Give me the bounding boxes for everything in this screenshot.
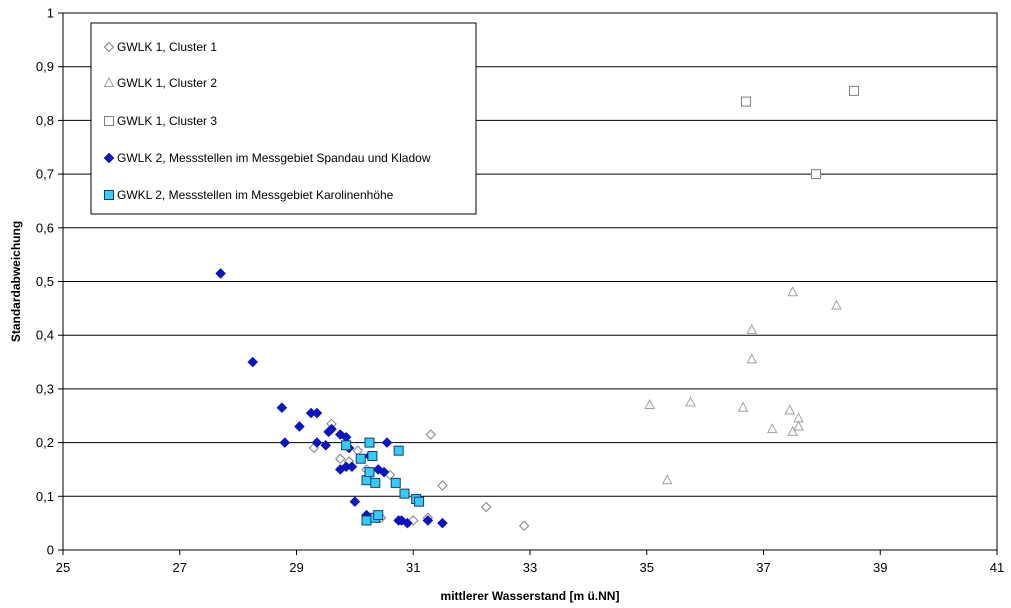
axis-ticks: 0 0,1 0,2 0,3 0,4 0,5 0,6 0,7 0,8 0,9 1 25 27 29 31 33 3… [36,6,1004,576]
data-point [373,510,384,521]
data-point [793,420,804,431]
data-point [390,477,401,488]
x-tick-label: 25 [56,560,70,575]
legend-label: GWLK 1, Cluster 2 [117,76,217,90]
data-point [685,396,696,407]
data-point [346,461,358,473]
legend-marker [104,116,114,126]
legend-marker [104,190,114,200]
data-point [414,496,425,507]
series-4 [215,268,448,529]
data-point [294,421,305,432]
y-tick-label: 0 [47,543,54,558]
data-point [355,453,366,464]
data-point [746,353,758,364]
y-tick-label: 0,5 [36,274,54,289]
data-point [341,440,352,451]
legend-item: GWKL 2, Messstellen im Messgebiet Karoli… [104,188,394,202]
legend-box [90,22,477,215]
y-tick-label: 0,7 [36,167,54,182]
legend-item: GWLK 1, Cluster 2 [103,76,217,90]
x-tick-label: 35 [640,560,654,575]
data-point [746,323,758,334]
y-tick-label: 1 [47,6,54,21]
data-point [320,439,332,451]
data-point [787,425,799,436]
series-2 [644,286,842,485]
data-point [422,515,434,526]
series-5 [341,437,425,526]
data-point [367,451,378,462]
data-point [349,496,361,508]
data-point [364,467,375,478]
y-tick-label: 0,9 [36,59,54,74]
data-point [276,402,288,414]
y-tick-label: 0,3 [36,381,54,396]
x-tick-label: 31 [406,560,420,575]
series-3 [740,85,859,180]
legend-marker [103,76,115,87]
data-points [215,85,859,532]
data-point [326,423,337,435]
data-point [393,445,404,456]
data-point [335,453,346,464]
y-tick-label: 0,1 [36,489,54,504]
x-tick-label: 39 [873,560,887,575]
data-point [370,477,381,488]
legend-item: GWLK 1, Cluster 3 [104,114,217,128]
data-point [784,404,796,415]
x-tick-label: 41 [990,560,1004,575]
data-point [437,480,448,491]
legend-label: GWKL 2, Messstellen im Messgebiet Karoli… [117,188,394,202]
data-point [766,423,778,434]
data-point [247,356,259,368]
data-point [740,96,751,107]
data-point [848,85,859,96]
legend-marker [103,152,115,164]
legend-label: GWLK 1, Cluster 1 [117,40,217,54]
legend-item: GWLK 2, Messstellen im Messgebiet Spanda… [103,151,431,165]
y-tick-label: 0,8 [36,113,54,128]
data-point [402,517,413,529]
y-tick-label: 0,4 [36,328,54,343]
data-point [644,398,655,410]
data-point [437,517,448,529]
data-point [215,268,226,279]
data-point [831,299,842,310]
x-tick-label: 29 [289,560,303,575]
y-tick-label: 0,6 [36,220,54,235]
legend-item: GWLK 1, Cluster 1 [103,40,217,54]
data-point [518,520,530,532]
data-point [364,437,375,448]
y-tick-label: 0,2 [36,435,54,450]
x-tick-label: 27 [173,560,187,575]
y-axis-title: Standardabweichung [9,221,23,342]
data-point [279,437,291,448]
data-point [378,466,390,478]
x-axis-title: mittlerer Wasserstand [m ü.NN] [441,589,620,603]
data-point [787,286,799,297]
data-point [311,407,323,419]
legend-label: GWLK 2, Messstellen im Messgebiet Spanda… [117,151,431,165]
legend-label: GWLK 1, Cluster 3 [117,114,217,128]
data-point [425,429,436,440]
data-point [737,401,749,412]
data-point [311,437,323,448]
x-tick-label: 37 [756,560,770,575]
legend: GWLK 1, Cluster 1 GWLK 1, Cluster 2 GWLK 1… [90,22,477,215]
data-point [481,501,492,513]
x-tick-label: 33 [523,560,537,575]
data-point [661,474,673,485]
data-point [381,437,393,448]
data-point [361,515,372,526]
data-point [811,169,822,180]
data-point [399,488,410,499]
legend-marker [103,41,115,53]
